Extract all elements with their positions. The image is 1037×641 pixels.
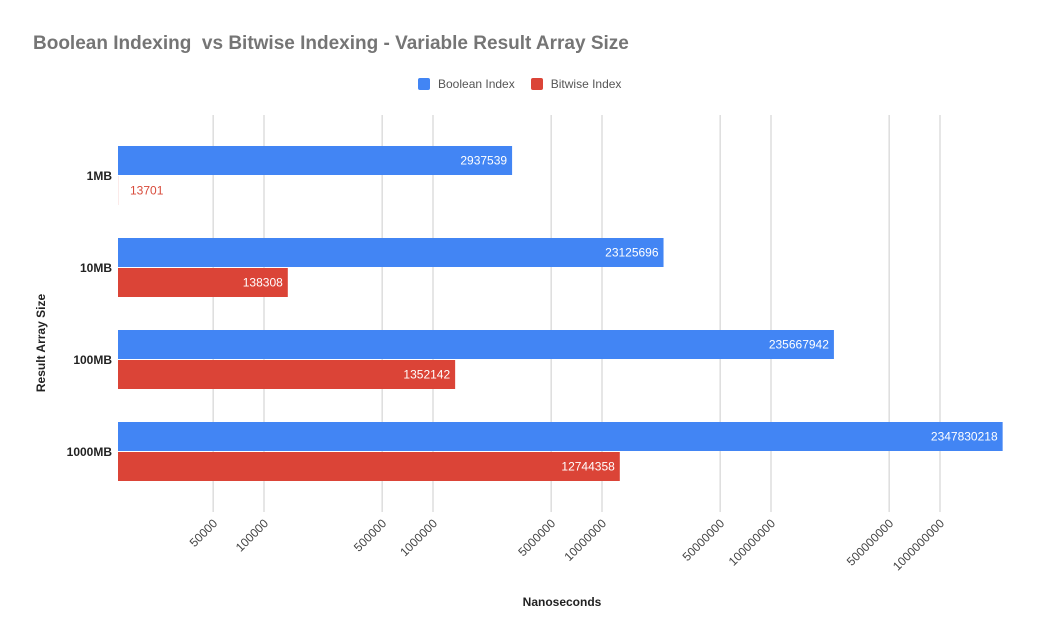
data-label-bitwise-index-10mb: 138308	[243, 276, 283, 290]
x-tick-label-2: 500000	[351, 516, 389, 554]
x-tick-label-9: 1000000000	[890, 516, 947, 573]
data-label-boolean-index-1mb: 2937539	[460, 154, 507, 168]
category-label-10mb: 10MB	[80, 261, 112, 275]
legend-label-boolean-index: Boolean Index	[438, 77, 515, 91]
bar-bitwise-index-1000mb	[118, 452, 620, 481]
data-label-boolean-index-10mb: 23125696	[605, 246, 659, 260]
legend-item-bitwise-index[interactable]: Bitwise Index	[530, 77, 622, 91]
bar-boolean-index-100mb	[118, 330, 834, 359]
bar-boolean-index-1mb	[118, 146, 513, 175]
data-label-bitwise-index-1mb: 13701	[130, 184, 164, 198]
legend-swatch-bitwise-index	[530, 78, 543, 90]
legend-item-boolean-index[interactable]: Boolean Index	[418, 77, 515, 91]
bar-bitwise-index-100mb	[118, 360, 456, 389]
legend: Boolean Index Bitwise Index	[418, 77, 637, 91]
x-tick-label-5: 10000000	[561, 516, 609, 564]
legend-swatch-boolean-index	[418, 78, 430, 90]
x-tick-label-8: 500000000	[844, 516, 897, 569]
x-tick-label-4: 5000000	[515, 516, 558, 559]
data-label-bitwise-index-1000mb: 12744358	[561, 460, 615, 474]
bar-boolean-index-10mb	[118, 238, 664, 267]
data-label-boolean-index-100mb: 235667942	[769, 338, 829, 352]
category-label-1mb: 1MB	[87, 169, 113, 183]
x-tick-label-0: 50000	[187, 516, 221, 550]
category-label-100mb: 100MB	[73, 353, 112, 367]
data-label-boolean-index-1000mb: 2347830218	[931, 430, 998, 444]
legend-label-bitwise-index: Bitwise Index	[550, 77, 622, 91]
x-tick-label-1: 100000	[233, 516, 271, 554]
bar-bitwise-index-10mb	[118, 268, 288, 297]
x-axis-label: Nanoseconds	[522, 595, 602, 609]
x-tick-label-6: 50000000	[680, 516, 728, 564]
data-label-bitwise-index-100mb: 1352142	[403, 368, 450, 382]
x-tick-label-3: 1000000	[397, 516, 440, 559]
bar-boolean-index-1000mb	[118, 422, 1003, 451]
chart-title: Boolean Indexing vs Bitwise Indexing - V…	[33, 33, 629, 54]
x-tick-label-7: 100000000	[726, 516, 779, 569]
category-label-1000mb: 1000MB	[67, 445, 113, 459]
